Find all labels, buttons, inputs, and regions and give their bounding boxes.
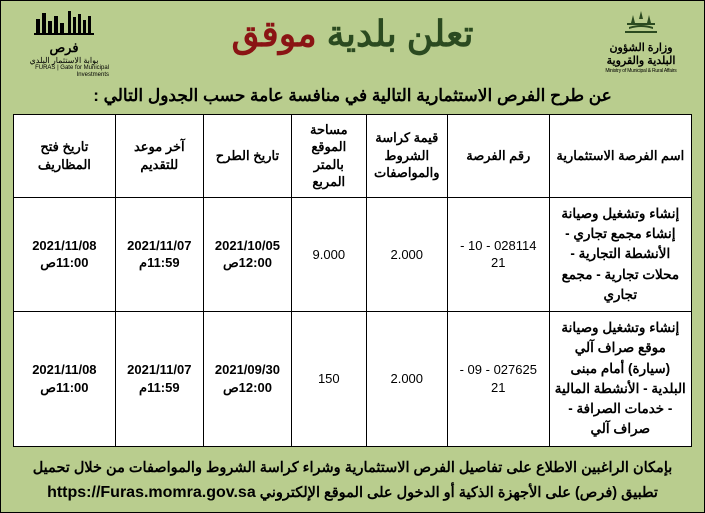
col-header-name: اسم الفرصة الاستثمارية xyxy=(549,114,691,197)
ministry-logo-block: وزارة الشؤون البلدية والقروية Ministry o… xyxy=(596,9,686,74)
opportunities-table-wrap: اسم الفرصة الاستثمارية رقم الفرصة قيمة ك… xyxy=(13,114,692,447)
date-value: 2021/11/08 xyxy=(18,237,111,255)
col-header-area: مساحة الموقع بالمتر المربع xyxy=(292,114,367,197)
time-value: 12:00ص xyxy=(208,254,287,272)
footer: بإمكان الراغبين الاطلاع على تفاصيل الفرص… xyxy=(19,457,686,506)
footer-url: https://Furas.momra.gov.sa xyxy=(47,484,256,501)
cell-deadline: 2021/11/07 11:59م xyxy=(115,197,203,311)
cell-number: 028114 - 10 - 21 xyxy=(447,197,549,311)
col-header-deadline: آخر موعد للتقديم xyxy=(115,114,203,197)
furas-brand-ar: فرص xyxy=(49,40,78,56)
time-value: 12:00ص xyxy=(208,379,287,397)
col-header-price: قيمة كراسة الشروط والمواصفات xyxy=(366,114,447,197)
title-prefix: تعلن بلدية xyxy=(327,13,474,54)
cell-area: 150 xyxy=(292,312,367,447)
cell-price: 2.000 xyxy=(366,312,447,447)
date-value: 2021/11/07 xyxy=(120,361,199,379)
ministry-name-en: Ministry of Municipal & Rural Affairs xyxy=(605,68,676,74)
furas-logo-block: فرص بوابة الاستثمار البلدي FURAS | Gate … xyxy=(19,9,109,80)
footer-line2-text: تطبيق (فرص) على الأجهزة الذكية أو الدخول… xyxy=(260,485,658,501)
footer-line1: بإمكان الراغبين الاطلاع على تفاصيل الفرص… xyxy=(19,457,686,480)
time-value: 11:00ص xyxy=(18,379,111,397)
cell-number: 027625 - 09 - 21 xyxy=(447,312,549,447)
date-value: 2021/10/05 xyxy=(208,237,287,255)
cell-price: 2.000 xyxy=(366,197,447,311)
cell-offer-date: 2021/09/30 12:00ص xyxy=(203,312,291,447)
table-row: إنشاء وتشغيل وصيانة موقع صراف آلي (سيارة… xyxy=(14,312,692,447)
date-value: 2021/09/30 xyxy=(208,361,287,379)
date-value: 2021/11/08 xyxy=(18,361,111,379)
date-value: 2021/11/07 xyxy=(120,237,199,255)
cell-offer-date: 2021/10/05 12:00ص xyxy=(203,197,291,311)
skyline-icon xyxy=(34,9,94,37)
subtitle: عن طرح الفرص الاستثمارية التالية في مناف… xyxy=(19,86,686,106)
emblem-icon xyxy=(619,9,663,39)
cell-open-date: 2021/11/08 11:00ص xyxy=(14,197,116,311)
furas-brand-sub: بوابة الاستثمار البلدي xyxy=(30,56,99,66)
municipality-name: موقق xyxy=(231,13,316,54)
furas-brand-en: FURAS | Gate for Municipal Investments xyxy=(19,65,109,79)
time-value: 11:00ص xyxy=(18,254,111,272)
table-header-row: اسم الفرصة الاستثمارية رقم الفرصة قيمة ك… xyxy=(14,114,692,197)
table-row: إنشاء وتشغيل وصيانة إنشاء مجمع تجاري - ا… xyxy=(14,197,692,311)
col-header-offer-date: تاريخ الطرح xyxy=(203,114,291,197)
main-title: تعلن بلدية موقق xyxy=(109,13,596,55)
col-header-open-date: تاريخ فتح المظاريف xyxy=(14,114,116,197)
time-value: 11:59م xyxy=(120,379,199,397)
title-block: تعلن بلدية موقق xyxy=(109,9,596,55)
opportunities-table: اسم الفرصة الاستثمارية رقم الفرصة قيمة ك… xyxy=(13,114,692,447)
cell-deadline: 2021/11/07 11:59م xyxy=(115,312,203,447)
ministry-name-1: وزارة الشؤون xyxy=(609,42,672,55)
col-header-number: رقم الفرصة xyxy=(447,114,549,197)
cell-open-date: 2021/11/08 11:00ص xyxy=(14,312,116,447)
footer-line2: تطبيق (فرص) على الأجهزة الذكية أو الدخول… xyxy=(19,480,686,506)
header: وزارة الشؤون البلدية والقروية Ministry o… xyxy=(1,1,704,80)
cell-name: إنشاء وتشغيل وصيانة موقع صراف آلي (سيارة… xyxy=(549,312,691,447)
ministry-name-2: البلدية والقروية xyxy=(607,55,676,68)
cell-name: إنشاء وتشغيل وصيانة إنشاء مجمع تجاري - ا… xyxy=(549,197,691,311)
time-value: 11:59م xyxy=(120,254,199,272)
table-body: إنشاء وتشغيل وصيانة إنشاء مجمع تجاري - ا… xyxy=(14,197,692,446)
cell-area: 9.000 xyxy=(292,197,367,311)
